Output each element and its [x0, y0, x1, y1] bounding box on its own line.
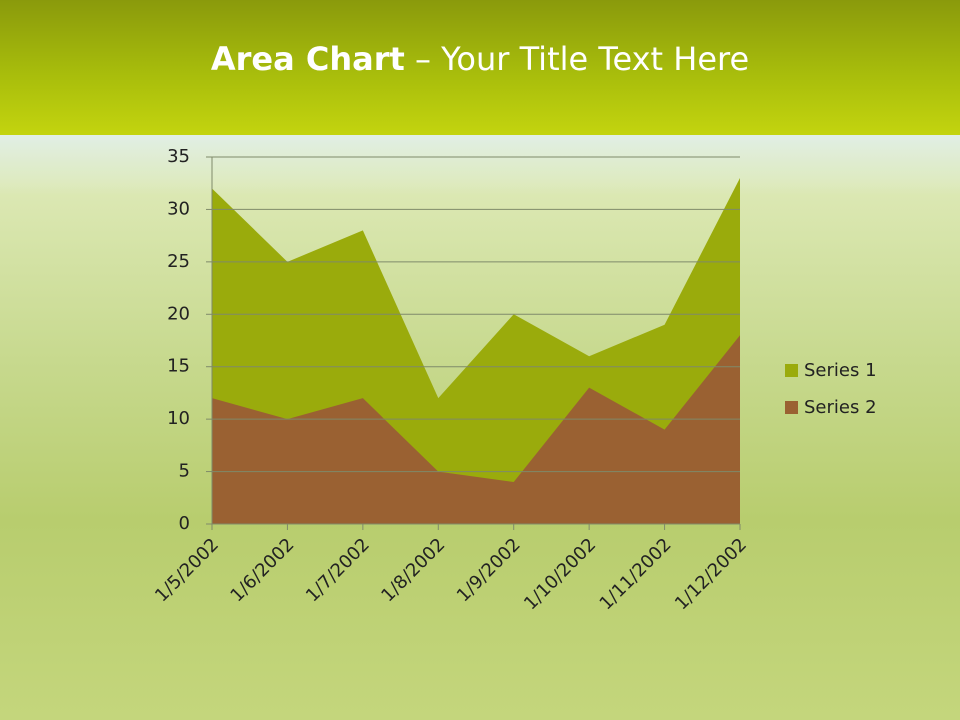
y-tick-label: 10: [167, 408, 190, 429]
x-tick-label: 1/9/2002: [453, 534, 525, 606]
x-tick-label: 1/8/2002: [377, 534, 449, 606]
area: [212, 335, 740, 524]
legend-label: Series 2: [804, 397, 877, 418]
y-tick-label: 15: [167, 356, 190, 377]
legend-label: Series 1: [804, 360, 877, 381]
x-tick-label: 1/10/2002: [520, 534, 600, 614]
y-tick-label: 0: [179, 513, 190, 534]
background-sky: [0, 135, 960, 195]
header-band: [0, 0, 960, 135]
y-tick-label: 30: [167, 198, 190, 219]
x-tick-label: 1/5/2002: [151, 534, 223, 606]
y-tick-label: 25: [167, 251, 190, 272]
legend-swatch: [785, 401, 798, 414]
title-rest: – Your Title Text Here: [414, 40, 750, 78]
x-tick-label: 1/12/2002: [671, 534, 751, 614]
legend-swatch: [785, 364, 798, 377]
y-tick-label: 5: [179, 461, 190, 482]
chart-title: Area Chart – Your Title Text Here: [0, 40, 960, 78]
title-bold: Area Chart: [210, 40, 405, 78]
x-tick-label: 1/11/2002: [596, 534, 676, 614]
y-tick-label: 35: [167, 146, 190, 167]
x-tick-label: 1/6/2002: [226, 534, 298, 606]
x-tick-label: 1/7/2002: [302, 534, 374, 606]
y-tick-label: 20: [167, 303, 190, 324]
